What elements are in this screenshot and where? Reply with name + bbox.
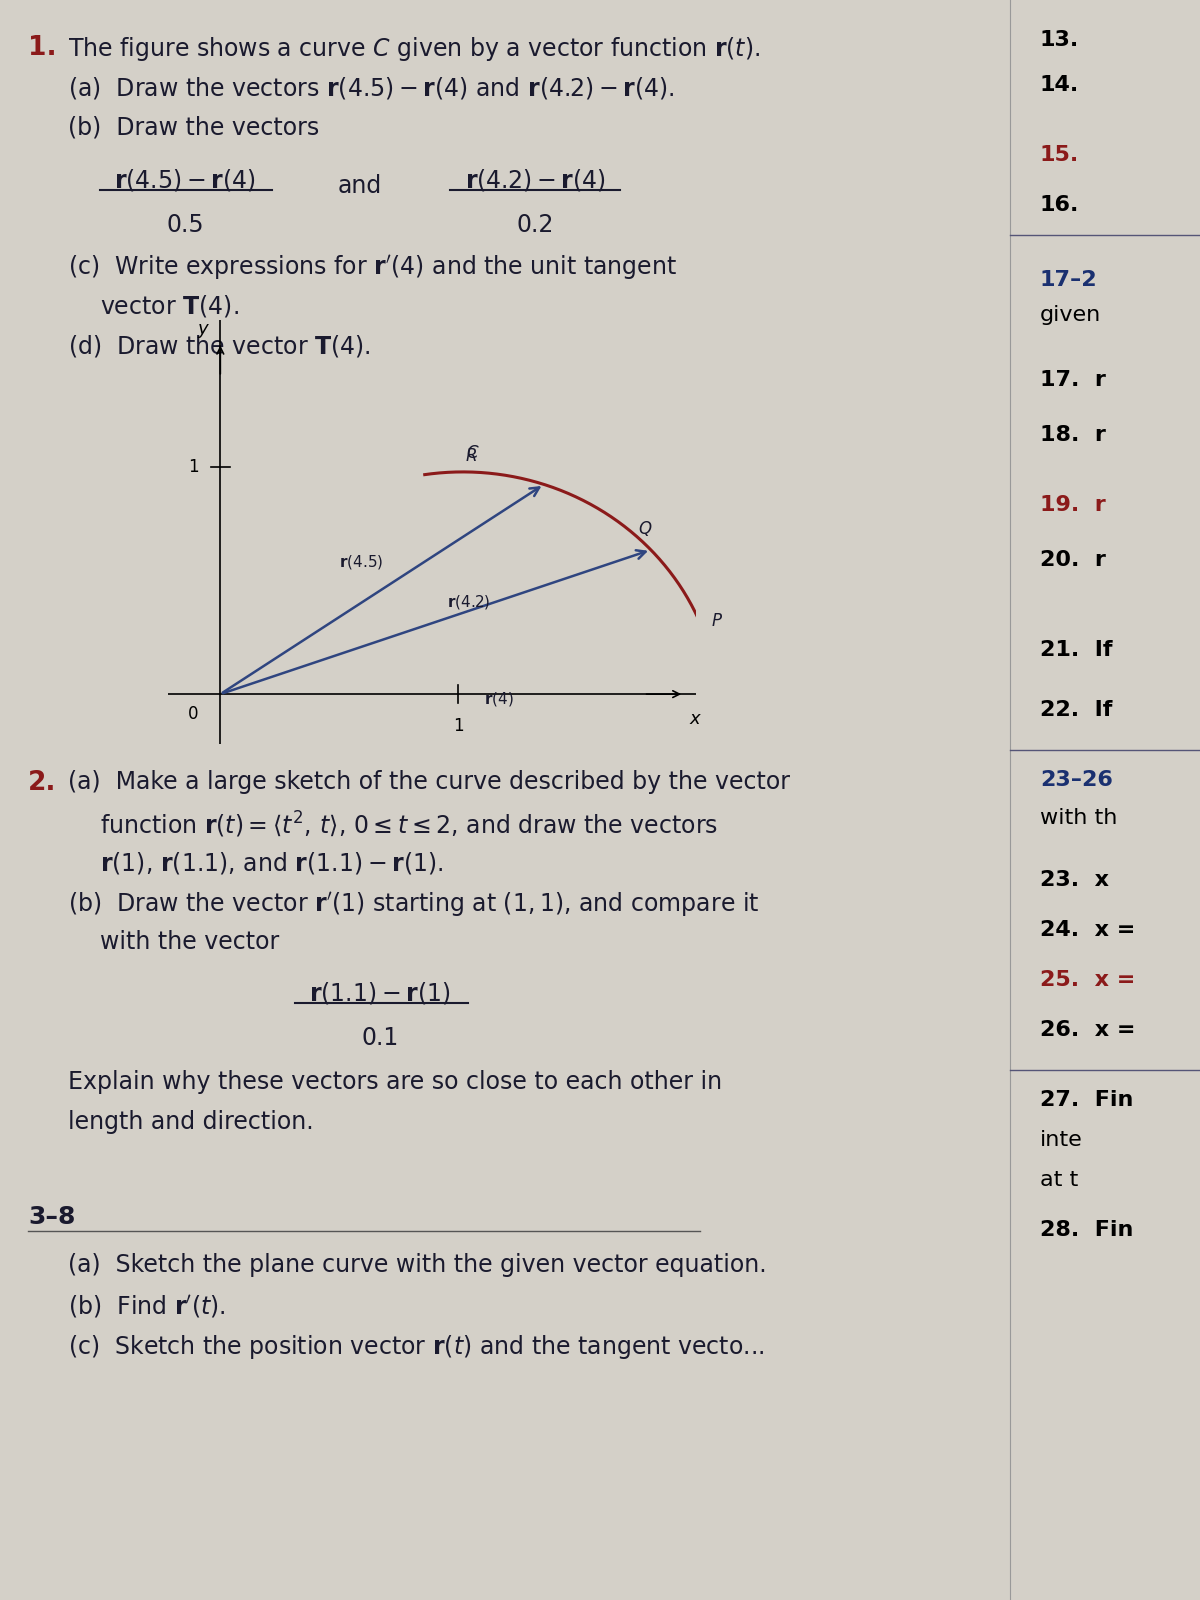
Text: inte: inte — [1040, 1130, 1082, 1150]
Text: $C$: $C$ — [466, 445, 480, 462]
Text: length and direction.: length and direction. — [68, 1110, 313, 1134]
Text: $P$: $P$ — [712, 613, 724, 630]
Text: $y$: $y$ — [197, 323, 210, 341]
Text: $1$: $1$ — [452, 717, 463, 734]
Text: 23.  x: 23. x — [1040, 870, 1109, 890]
Text: $\mathbf{r}(4.5)$: $\mathbf{r}(4.5)$ — [340, 554, 384, 571]
Text: $\mathbf{r}(1.1) - \mathbf{r}(1)$: $\mathbf{r}(1.1) - \mathbf{r}(1)$ — [310, 979, 451, 1006]
Text: at t: at t — [1040, 1170, 1079, 1190]
Text: (c)  Write expressions for $\mathbf{r}'(4)$ and the unit tangent: (c) Write expressions for $\mathbf{r}'(4… — [68, 253, 677, 282]
Text: 23–26: 23–26 — [1040, 770, 1112, 790]
Text: 28.  Fin: 28. Fin — [1040, 1219, 1133, 1240]
Text: given: given — [1040, 306, 1102, 325]
Text: and: and — [338, 174, 382, 198]
Text: (a)  Draw the vectors $\mathbf{r}(4.5) - \mathbf{r}(4)$ and $\mathbf{r}(4.2) - \: (a) Draw the vectors $\mathbf{r}(4.5) - … — [68, 75, 674, 101]
Text: $\mathbf{r}(4.2)$: $\mathbf{r}(4.2)$ — [448, 592, 491, 611]
Text: 26.  x =: 26. x = — [1040, 1021, 1135, 1040]
Text: $Q$: $Q$ — [638, 518, 653, 538]
Text: $0$: $0$ — [187, 706, 199, 723]
Text: $\mathbf{r}(4.5) - \mathbf{r}(4)$: $\mathbf{r}(4.5) - \mathbf{r}(4)$ — [114, 166, 256, 194]
Text: function $\mathbf{r}(t) = \langle t^2,\, t\rangle$, $0 \leq t \leq 2$, and draw : function $\mathbf{r}(t) = \langle t^2,\,… — [100, 810, 718, 840]
Text: (b)  Draw the vector $\mathbf{r}'(1)$ starting at $(1, 1)$, and compare it: (b) Draw the vector $\mathbf{r}'(1)$ sta… — [68, 890, 760, 918]
Text: (a)  Make a large sketch of the curve described by the vector: (a) Make a large sketch of the curve des… — [68, 770, 790, 794]
Text: The figure shows a curve $C$ given by a vector function $\mathbf{r}(t)$.: The figure shows a curve $C$ given by a … — [68, 35, 761, 62]
Text: (d)  Draw the vector $\mathbf{T}(4)$.: (d) Draw the vector $\mathbf{T}(4)$. — [68, 333, 371, 358]
Text: 15.: 15. — [1040, 146, 1079, 165]
Text: 14.: 14. — [1040, 75, 1079, 94]
Text: $\mathbf{r}(1)$, $\mathbf{r}(1.1)$, and $\mathbf{r}(1.1) - \mathbf{r}(1)$.: $\mathbf{r}(1)$, $\mathbf{r}(1.1)$, and … — [100, 850, 444, 877]
Text: 16.: 16. — [1040, 195, 1079, 214]
Text: 0.2: 0.2 — [516, 213, 553, 237]
Text: 25.  x =: 25. x = — [1040, 970, 1135, 990]
Text: 0.5: 0.5 — [166, 213, 204, 237]
Text: $R$: $R$ — [464, 448, 476, 466]
Text: (a)  Sketch the plane curve with the given vector equation.: (a) Sketch the plane curve with the give… — [68, 1253, 767, 1277]
Text: 18.  r: 18. r — [1040, 426, 1106, 445]
Text: with the vector: with the vector — [100, 930, 280, 954]
Text: 21.  If: 21. If — [1040, 640, 1112, 659]
Text: 17–2: 17–2 — [1040, 270, 1098, 290]
Text: 24.  x =: 24. x = — [1040, 920, 1135, 939]
Text: 0.1: 0.1 — [361, 1026, 398, 1050]
Text: vector $\mathbf{T}(4)$.: vector $\mathbf{T}(4)$. — [100, 293, 239, 318]
Text: 19.  r: 19. r — [1040, 494, 1105, 515]
Text: 1.: 1. — [28, 35, 56, 61]
Text: $\mathbf{r}(4.2) - \mathbf{r}(4)$: $\mathbf{r}(4.2) - \mathbf{r}(4)$ — [464, 166, 605, 194]
Text: $x$: $x$ — [689, 710, 702, 728]
Text: 22.  If: 22. If — [1040, 701, 1112, 720]
Text: $\mathbf{r}(4)$: $\mathbf{r}(4)$ — [484, 690, 514, 707]
Text: (b)  Find $\mathbf{r}'(t)$.: (b) Find $\mathbf{r}'(t)$. — [68, 1293, 226, 1320]
Text: 3–8: 3–8 — [28, 1205, 76, 1229]
Text: 20.  r: 20. r — [1040, 550, 1106, 570]
Text: (c)  Sketch the position vector $\mathbf{r}(t)$ and the tangent vecto...: (c) Sketch the position vector $\mathbf{… — [68, 1333, 764, 1362]
Text: 27.  Fin: 27. Fin — [1040, 1090, 1133, 1110]
Text: (b)  Draw the vectors: (b) Draw the vectors — [68, 115, 319, 139]
Text: with th: with th — [1040, 808, 1117, 829]
Text: Explain why these vectors are so close to each other in: Explain why these vectors are so close t… — [68, 1070, 722, 1094]
Text: 13.: 13. — [1040, 30, 1079, 50]
Text: 2.: 2. — [28, 770, 56, 795]
Text: 17.  r: 17. r — [1040, 370, 1106, 390]
Text: $1$: $1$ — [187, 458, 199, 477]
